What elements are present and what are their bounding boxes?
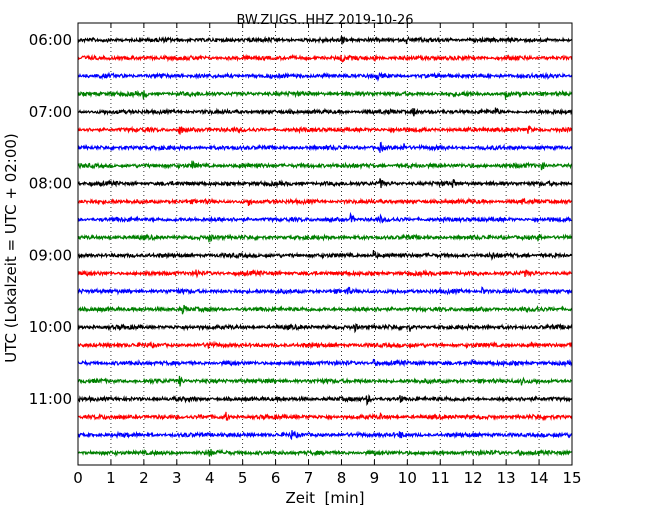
x-tick-labels: 0 1 2 3 4 5 6 7 8 9 10 11 12 13 14 15 [73, 469, 581, 487]
vertical-grid [110, 23, 540, 465]
y-tick-label: 06:00 [29, 31, 72, 49]
x-tick-label: 12 [464, 469, 483, 487]
x-tick-label: 14 [530, 469, 549, 487]
x-tick-label: 13 [497, 469, 516, 487]
x-tick-label: 6 [271, 469, 281, 487]
seismic-trace [77, 160, 573, 171]
seismic-trace [77, 141, 573, 153]
seismic-trace [77, 304, 573, 315]
x-tick-label: 15 [562, 469, 581, 487]
seismic-trace [77, 322, 573, 334]
x-tick-label: 4 [205, 469, 215, 487]
seismic-trace [77, 268, 573, 279]
x-tick-label: 10 [398, 469, 417, 487]
y-tick-label: 07:00 [29, 103, 72, 121]
axis-ticks [77, 23, 573, 465]
seismic-trace [77, 197, 573, 206]
seismic-trace [77, 430, 573, 441]
seismic-trace [77, 53, 573, 63]
seismic-trace [77, 358, 573, 368]
y-tick-label: 11:00 [29, 390, 72, 408]
seismic-trace [77, 178, 573, 189]
trace-layer [77, 35, 573, 458]
x-tick-label: 5 [238, 469, 248, 487]
seismic-trace [77, 448, 573, 458]
seismic-trace [77, 393, 573, 407]
x-tick-label: 7 [304, 469, 314, 487]
seismic-trace [77, 233, 573, 243]
x-tick-label: 2 [139, 469, 149, 487]
x-tick-label: 0 [73, 469, 83, 487]
seismic-trace [77, 211, 573, 225]
seismic-trace [77, 35, 573, 45]
y-tick-labels: 06:00 07:00 08:00 09:00 10:00 11:00 [29, 31, 72, 408]
plot-frame [77, 22, 573, 466]
x-tick-label: 11 [431, 469, 450, 487]
x-tick-label: 3 [172, 469, 182, 487]
seismic-trace [77, 411, 573, 422]
y-tick-label: 09:00 [29, 246, 72, 264]
x-tick-label: 1 [106, 469, 116, 487]
x-tick-label: 9 [370, 469, 380, 487]
seismic-trace [77, 375, 573, 387]
x-tick-label: 8 [337, 469, 347, 487]
seismic-trace [77, 107, 573, 117]
seismic-trace [77, 340, 573, 350]
y-axis-label: UTC (Lokalzeit = UTC + 02:00) [2, 133, 20, 363]
y-tick-label: 08:00 [29, 175, 72, 193]
seismic-trace [77, 250, 573, 261]
chart-title: BW.ZUGS..HHZ 2019-10-26 [236, 13, 413, 28]
seismic-trace [77, 286, 573, 296]
y-tick-label: 10:00 [29, 318, 72, 336]
x-axis-label: Zeit [min] [285, 489, 364, 507]
seismic-trace [77, 71, 573, 82]
seismic-trace [77, 89, 573, 101]
seismic-trace [77, 124, 573, 135]
